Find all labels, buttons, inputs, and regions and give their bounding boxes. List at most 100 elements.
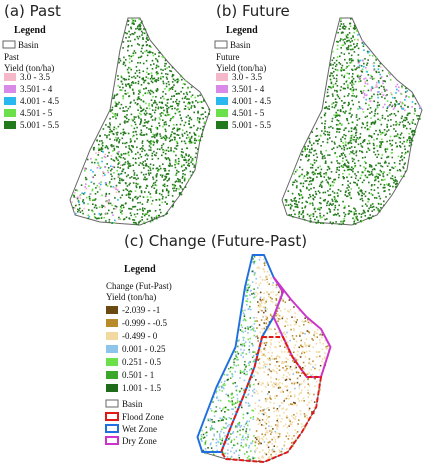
pixel [311, 171, 314, 174]
pixel [380, 171, 383, 173]
pixel [130, 84, 133, 86]
pixel [233, 364, 235, 366]
pixel [408, 137, 410, 140]
pixel [100, 166, 102, 169]
pixel [114, 208, 117, 210]
pixel [384, 80, 386, 83]
pixel [218, 386, 220, 389]
pixel [368, 135, 370, 137]
pixel [307, 373, 310, 375]
pixel [236, 385, 238, 387]
pixel [135, 182, 137, 185]
pixel [332, 84, 335, 86]
pixel [86, 158, 89, 161]
pixel [141, 78, 143, 80]
pixel [162, 91, 164, 93]
pixel [78, 203, 81, 206]
pixel [308, 158, 310, 161]
pixel [404, 162, 406, 165]
pixel [363, 139, 366, 141]
pixel [347, 104, 349, 107]
pixel [327, 95, 330, 97]
pixel [329, 194, 332, 196]
pixel [161, 144, 163, 147]
pixel [342, 111, 345, 113]
pixel [353, 28, 356, 30]
pixel [155, 140, 158, 143]
pixel [395, 99, 397, 102]
pixel [213, 433, 215, 436]
pixel [351, 90, 353, 92]
pixel [142, 145, 144, 147]
pixel [164, 149, 166, 152]
pixel [316, 332, 318, 334]
pixel [268, 321, 271, 323]
pixel [140, 55, 143, 58]
pixel [323, 214, 325, 217]
pixel [387, 184, 390, 187]
pixel [351, 99, 353, 102]
pixel [332, 147, 335, 149]
pixel [129, 86, 131, 89]
pixel [354, 177, 357, 180]
pixel [361, 197, 363, 200]
pixel [148, 104, 150, 107]
pixel [334, 105, 337, 107]
pixel [127, 72, 130, 74]
pixel [348, 52, 350, 55]
pixel [257, 311, 260, 313]
pixel [160, 97, 162, 99]
pixel [128, 154, 130, 157]
pixel [155, 58, 157, 60]
pixel [142, 164, 145, 166]
pixel [242, 428, 244, 431]
pixel [333, 77, 335, 79]
pixel [277, 423, 279, 425]
pixel [209, 443, 212, 446]
pixel [336, 56, 339, 58]
pixel [328, 126, 330, 129]
pixel [253, 334, 256, 337]
pixel [165, 196, 167, 199]
pixel [345, 190, 347, 192]
pixel [113, 207, 115, 210]
pixel [219, 419, 221, 422]
pixel [266, 278, 268, 281]
pixel [353, 181, 355, 184]
pixel [248, 364, 251, 366]
pixel [271, 315, 273, 318]
pixel [401, 86, 403, 89]
pixel [270, 425, 272, 428]
pixel [242, 356, 244, 358]
pixel [260, 345, 262, 348]
pixel [325, 179, 328, 181]
pixel [346, 72, 348, 75]
pixel [357, 76, 359, 78]
pixel [332, 221, 334, 224]
pixel [134, 158, 137, 160]
legend-unit: Yield (ton/ha) [106, 292, 156, 302]
pixel [270, 430, 273, 432]
pixel [181, 164, 183, 167]
pixel [121, 164, 124, 166]
pixel [128, 165, 130, 167]
legend-label: 1.001 - 1.5 [122, 383, 161, 393]
pixel [115, 188, 117, 190]
pixel [363, 92, 366, 95]
pixel [250, 442, 252, 445]
pixel [265, 301, 267, 303]
pixel [219, 399, 222, 402]
pixel [402, 108, 404, 110]
pixel [376, 156, 378, 158]
pixel [384, 97, 386, 100]
pixel [101, 157, 103, 159]
pixel [353, 128, 355, 130]
pixel [394, 114, 397, 117]
pixel [306, 344, 308, 347]
pixel [217, 440, 219, 443]
pixel [390, 152, 393, 154]
pixel [187, 106, 189, 109]
pixel [107, 126, 109, 128]
pixel [412, 119, 415, 121]
pixel [175, 180, 178, 182]
